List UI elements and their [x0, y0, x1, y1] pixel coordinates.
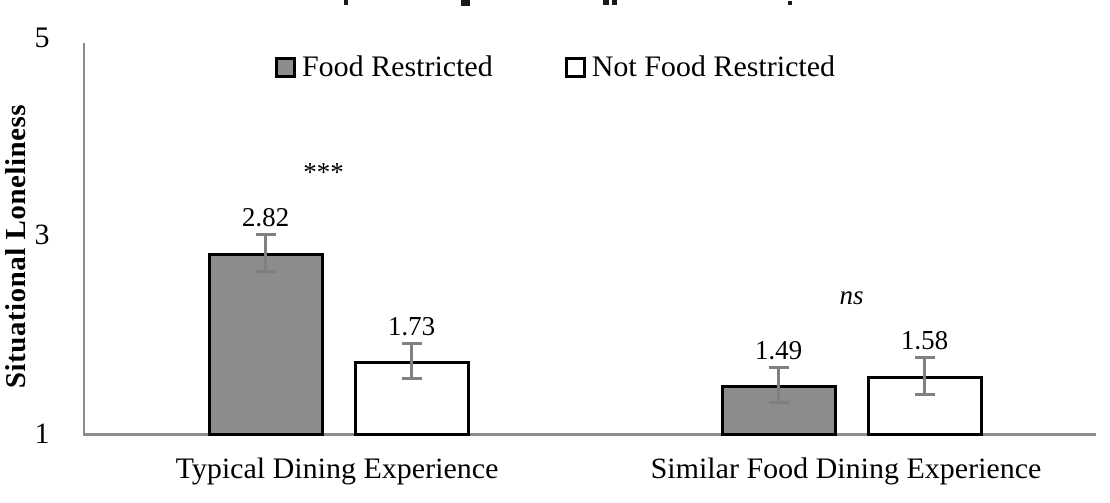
y-axis-line: [83, 43, 85, 435]
legend: Food Restricted Not Food Restricted: [0, 51, 1110, 83]
error-bar: [777, 366, 780, 405]
cropped-text-fragment: [788, 1, 792, 5]
error-bar-cap: [401, 342, 422, 346]
error-bar-cap: [914, 356, 935, 360]
x-category-label: Similar Food Dining Experience: [650, 452, 1042, 485]
bar: [207, 252, 324, 436]
error-bar: [923, 356, 926, 397]
error-bar-cap: [768, 366, 789, 370]
value-label: 1.58: [900, 325, 949, 356]
legend-item-food-restricted: Food Restricted: [274, 50, 493, 83]
error-bar-cap: [914, 393, 935, 397]
cropped-text-fragment: [344, 0, 348, 5]
cropped-text-fragment: [603, 0, 609, 5]
x-axis-line: [83, 433, 1096, 436]
error-bar-cap: [255, 269, 276, 273]
y-tick-label: 1: [34, 417, 50, 450]
legend-label: Food Restricted: [301, 50, 493, 83]
error-bar-cap: [768, 401, 789, 405]
cropped-text-fragment: [461, 0, 470, 6]
y-tick-label: 5: [34, 21, 50, 54]
legend-swatch-white-icon: [564, 56, 586, 78]
error-bar-cap: [255, 233, 276, 236]
y-tick-label: 3: [34, 218, 50, 251]
legend-swatch-gray-icon: [274, 56, 296, 78]
legend-label: Not Food Restricted: [591, 50, 836, 83]
value-label: 2.82: [241, 202, 290, 232]
value-label: 1.73: [387, 311, 436, 342]
error-bar: [264, 233, 267, 273]
legend-item-not-food-restricted: Not Food Restricted: [564, 50, 836, 83]
value-label: 1.49: [754, 335, 803, 366]
error-bar-cap: [401, 377, 422, 381]
significance-label: ***: [303, 157, 344, 187]
significance-label: ns: [839, 280, 864, 311]
x-category-label: Typical Dining Experience: [175, 452, 499, 485]
cropped-text-fragment: [612, 0, 617, 5]
error-bar: [410, 342, 413, 381]
